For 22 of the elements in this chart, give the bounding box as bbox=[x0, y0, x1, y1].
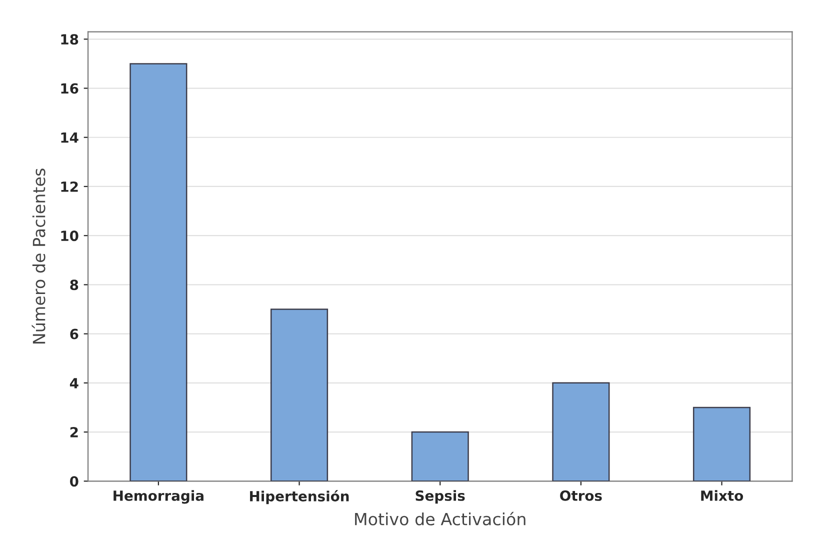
y-tick-label: 14 bbox=[61, 132, 78, 143]
y-tick-label: 18 bbox=[61, 34, 78, 45]
x-tick-label: Hipertensión bbox=[250, 490, 349, 504]
x-tick-label: Mixto bbox=[701, 490, 744, 501]
x-tick-label: Hemorragia bbox=[114, 490, 204, 504]
y-tick-label: 10 bbox=[61, 230, 78, 242]
y-tick-label: 8 bbox=[70, 280, 78, 290]
y-tick-label: 16 bbox=[61, 83, 78, 94]
bar bbox=[130, 63, 188, 482]
y-tick-label: 6 bbox=[70, 328, 78, 340]
bar bbox=[270, 308, 328, 482]
bar bbox=[552, 382, 610, 482]
x-tick-label: Otros bbox=[560, 490, 602, 501]
y-tick-label: 12 bbox=[61, 181, 78, 192]
x-tick-label: Sepsis bbox=[416, 490, 465, 504]
y-tick-label: 4 bbox=[70, 378, 78, 388]
bar bbox=[411, 431, 469, 482]
x-axis-title: Motivo de Activación bbox=[355, 512, 526, 526]
y-axis-title: Número de Pacientes bbox=[32, 168, 46, 344]
bar bbox=[692, 406, 751, 482]
y-tick-label: 0 bbox=[70, 476, 78, 487]
y-tick-label: 2 bbox=[70, 427, 78, 438]
